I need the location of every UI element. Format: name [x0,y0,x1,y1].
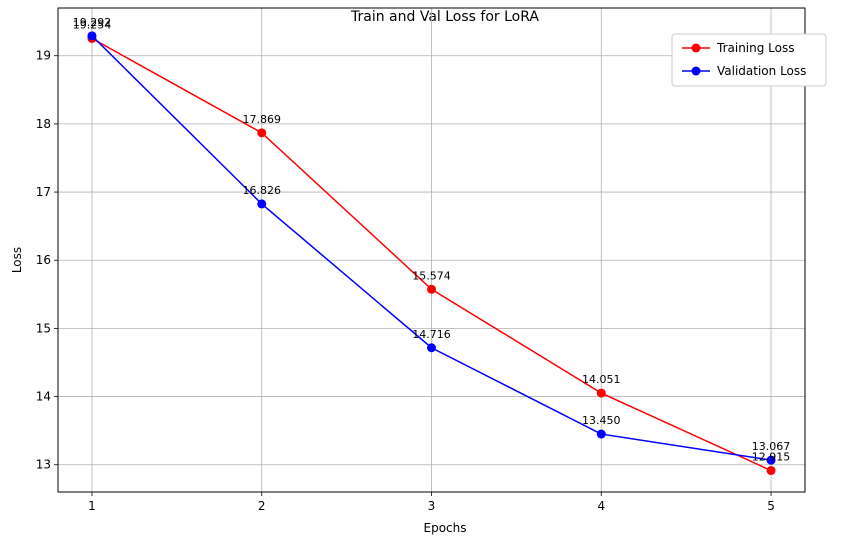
legend-label-validation: Validation Loss [717,64,806,78]
data-labels: 19.254 17.869 15.574 14.051 12.915 19.292 16.8… [73,16,791,464]
data-point-training [257,128,267,138]
x-tick-label: 5 [767,499,775,513]
data-point-validation [87,31,97,41]
data-label-training: 17.869 [242,113,281,126]
x-tick-label: 2 [258,499,266,513]
y-tick-label: 13 [36,458,51,472]
data-label-validation: 14.716 [412,328,451,341]
chart-title: Train and Val Loss for LoRA [350,9,539,25]
series-lines [87,31,776,476]
y-tick-label: 16 [36,253,51,267]
data-label-validation: 13.067 [752,440,791,453]
data-point-training [766,466,776,476]
data-point-training [427,284,436,294]
data-label-training: 12.915 [752,451,791,464]
y-tick-label: 14 [36,390,51,404]
legend-label-training: Training Loss [716,41,794,55]
data-point-training [596,388,606,398]
x-tick-label: 4 [597,499,605,513]
x-tick-label: 1 [88,499,96,513]
data-label-training: 14.051 [582,373,621,386]
data-label-training: 15.574 [412,269,451,282]
data-label-training: 19.254 [73,18,112,31]
legend: Training Loss Validation Loss [671,33,827,87]
legend-marker-validation [691,66,701,76]
x-tick-label: 3 [428,499,436,513]
y-tick-label: 17 [36,185,51,199]
data-label-validation: 16.826 [242,184,281,197]
axis-ticks: 1 2 3 4 5 13 14 15 16 17 18 19 [36,49,775,513]
data-point-validation [427,343,436,353]
data-point-validation [766,455,776,465]
y-tick-label: 18 [36,117,51,131]
data-label-validation: 19.292 [73,16,112,29]
data-label-validation: 13.450 [582,414,621,427]
legend-box [671,33,827,87]
data-point-validation [596,429,606,439]
y-tick-label: 19 [36,49,51,63]
grid-lines [58,8,805,492]
legend-marker-training [691,43,701,53]
x-axis-label: Epochs [424,521,467,535]
y-axis-label: Loss [10,247,24,273]
y-tick-label: 15 [36,321,51,335]
data-point-validation [257,199,267,209]
